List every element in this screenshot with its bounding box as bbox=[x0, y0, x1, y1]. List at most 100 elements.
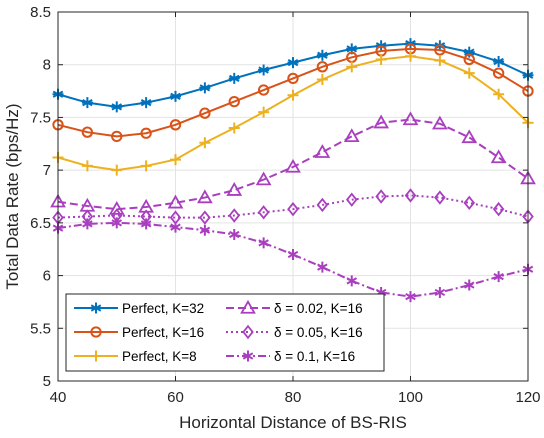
asterisk-marker bbox=[258, 237, 269, 249]
diamond-marker bbox=[492, 201, 505, 217]
star-marker bbox=[90, 302, 102, 314]
asterisk-marker bbox=[170, 221, 181, 233]
star-marker bbox=[111, 101, 123, 113]
triangle-marker bbox=[255, 171, 272, 186]
series-line bbox=[57, 118, 529, 211]
ticks: 40 60 80 100 120 5 5.5 6 6.5 7 7.5 8 8.5 bbox=[30, 4, 540, 406]
diamond-marker bbox=[375, 189, 387, 204]
legend-item: δ = 0.1, K=16 bbox=[226, 349, 355, 364]
asterisk-marker bbox=[405, 291, 416, 303]
triangle-marker bbox=[226, 182, 243, 196]
y-axis-label: Total Data Rate (bps/Hz) bbox=[3, 103, 22, 289]
plus-marker bbox=[228, 122, 240, 134]
series-line bbox=[57, 47, 529, 138]
plus-marker bbox=[199, 137, 211, 149]
circle-marker bbox=[434, 44, 446, 56]
asterisk-marker bbox=[82, 218, 93, 230]
diamond-marker bbox=[463, 195, 476, 211]
diamond-marker bbox=[257, 205, 270, 220]
triangle-marker bbox=[431, 115, 448, 130]
plus-marker bbox=[140, 160, 152, 172]
x-axis-label: Horizontal Distance of BS-RIS bbox=[179, 413, 407, 432]
series-6 bbox=[52, 217, 534, 303]
diamond-marker bbox=[242, 324, 254, 340]
asterisk-marker bbox=[317, 261, 328, 273]
diamond-marker bbox=[404, 188, 417, 203]
series-4 bbox=[50, 111, 536, 215]
star-marker bbox=[228, 72, 240, 84]
legend-label: δ = 0.1, K=16 bbox=[274, 349, 355, 364]
series-layer bbox=[50, 38, 536, 303]
plus-marker bbox=[111, 164, 123, 176]
legend-item: Perfect, K=32 bbox=[74, 301, 204, 316]
plus-marker bbox=[493, 88, 505, 100]
diamond-marker bbox=[228, 208, 241, 223]
asterisk-marker bbox=[493, 271, 504, 283]
legend: Perfect, K=32 Perfect, K=16 Perfect, K=8 δ … bbox=[65, 293, 385, 372]
circle-marker bbox=[463, 53, 475, 66]
triangle-marker bbox=[343, 128, 360, 143]
y-tick-label: 6 bbox=[43, 268, 51, 285]
circle-marker bbox=[287, 72, 299, 85]
plus-marker bbox=[316, 73, 328, 85]
y-tick-label: 7 bbox=[43, 162, 51, 179]
legend-label: Perfect, K=32 bbox=[122, 301, 204, 316]
diamond-marker bbox=[316, 197, 329, 213]
plus-marker bbox=[81, 160, 93, 172]
star-marker bbox=[170, 90, 181, 102]
series-line bbox=[57, 221, 529, 298]
x-tick-label: 100 bbox=[398, 389, 423, 406]
circle-marker bbox=[169, 119, 182, 131]
star-marker bbox=[140, 97, 152, 109]
triangle-marker bbox=[196, 189, 213, 204]
legend-label: Perfect, K=8 bbox=[122, 349, 197, 364]
legend-item: δ = 0.02, K=16 bbox=[226, 299, 363, 316]
asterisk-marker bbox=[228, 228, 240, 240]
triangle-marker bbox=[490, 149, 507, 164]
y-tick-label: 8.5 bbox=[30, 4, 51, 21]
asterisk-marker bbox=[111, 217, 123, 229]
y-tick-label: 5.5 bbox=[30, 320, 51, 337]
asterisk-marker bbox=[140, 218, 152, 230]
plus-marker bbox=[434, 54, 446, 66]
circle-marker bbox=[492, 67, 505, 79]
star-marker bbox=[346, 43, 358, 55]
circle-marker bbox=[81, 126, 94, 138]
y-tick-label: 7.5 bbox=[30, 109, 51, 126]
x-tick-label: 60 bbox=[167, 389, 184, 406]
y-tick-label: 6.5 bbox=[30, 215, 51, 232]
series-line bbox=[57, 194, 529, 219]
circle-marker bbox=[199, 107, 211, 119]
circle-marker bbox=[316, 61, 329, 73]
triangle-marker bbox=[314, 144, 331, 158]
triangle-marker bbox=[167, 194, 184, 209]
circle-marker bbox=[90, 326, 102, 338]
legend-item: δ = 0.05, K=16 bbox=[226, 324, 363, 340]
y-tick-label: 5 bbox=[43, 373, 51, 390]
plus-marker bbox=[287, 89, 299, 101]
legend-label: δ = 0.05, K=16 bbox=[274, 325, 363, 340]
asterisk-marker bbox=[434, 286, 446, 298]
plus-marker bbox=[405, 50, 416, 62]
x-tick-label: 120 bbox=[515, 389, 540, 406]
triangle-marker bbox=[108, 201, 125, 215]
star-marker bbox=[463, 46, 475, 58]
x-tick-label: 40 bbox=[50, 389, 67, 406]
asterisk-marker bbox=[242, 350, 254, 362]
circle-marker bbox=[228, 95, 240, 108]
plus-marker bbox=[170, 154, 181, 166]
asterisk-marker bbox=[346, 275, 358, 287]
triangle-marker bbox=[240, 299, 256, 314]
series-5 bbox=[52, 188, 534, 225]
legend-item: Perfect, K=8 bbox=[74, 349, 197, 364]
star-marker bbox=[287, 57, 299, 69]
star-marker bbox=[199, 82, 211, 94]
star-marker bbox=[258, 64, 270, 76]
plus-marker bbox=[375, 53, 387, 65]
legend-box bbox=[65, 293, 385, 372]
diamond-marker bbox=[345, 192, 358, 207]
x-tick-label: 80 bbox=[285, 389, 302, 406]
circle-marker bbox=[257, 84, 270, 96]
